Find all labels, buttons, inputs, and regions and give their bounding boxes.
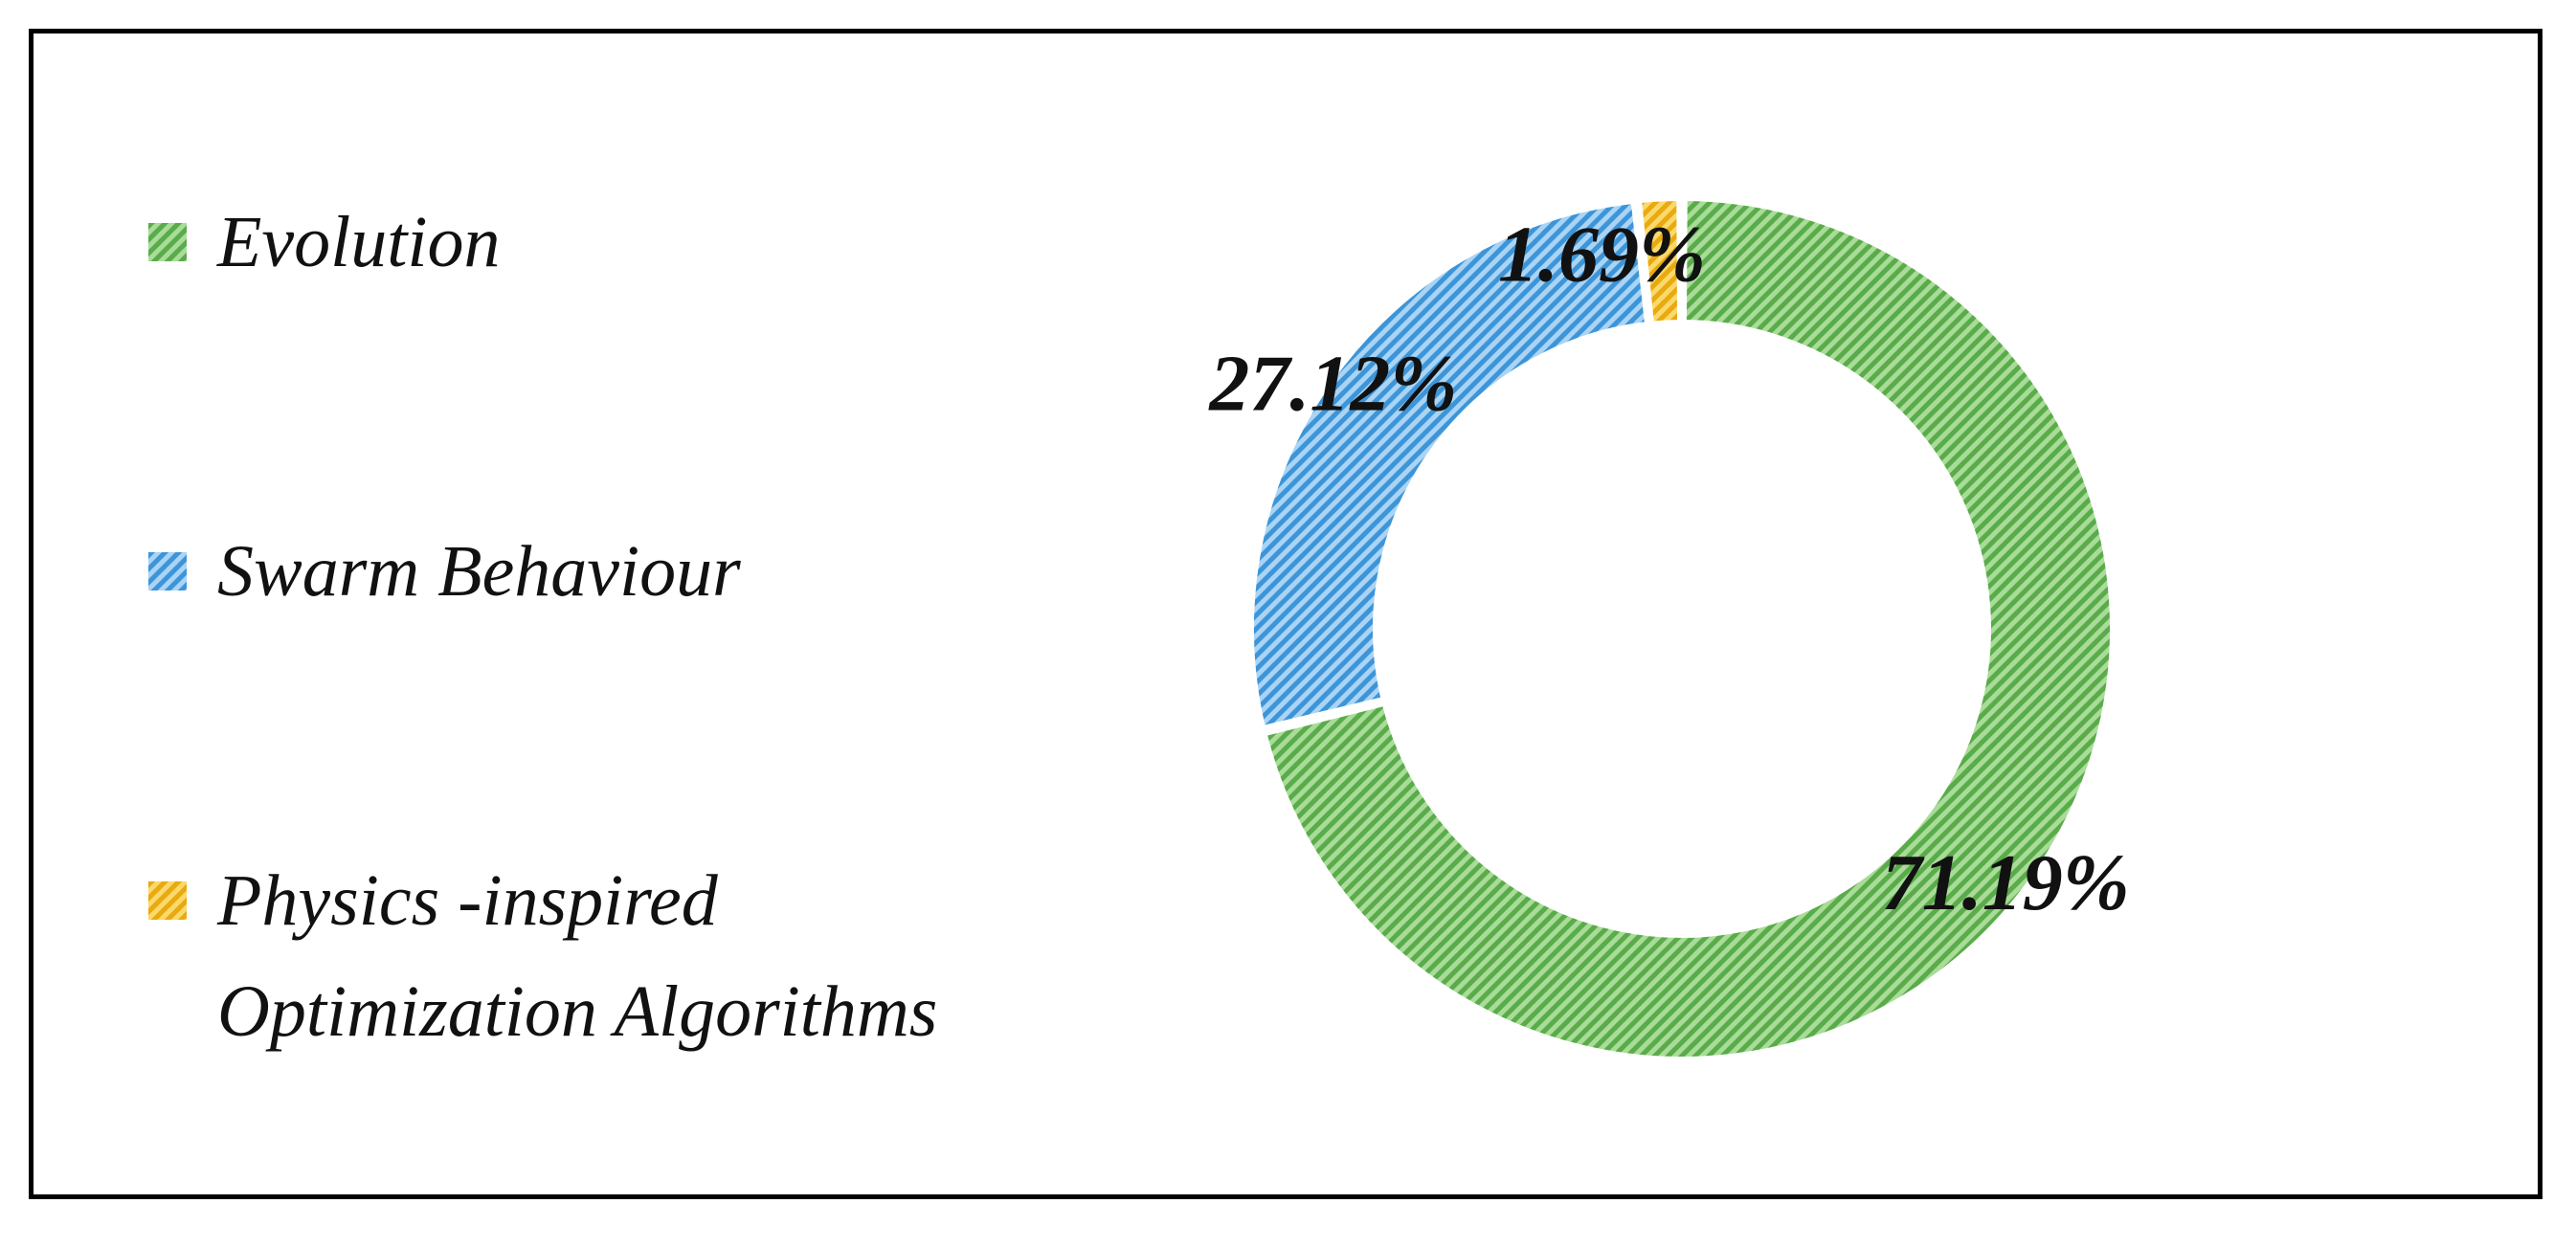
donut-slice-evolution: [1260, 194, 2116, 1062]
data-label-physics-inspired: 1.69%: [1498, 210, 1706, 299]
legend-item-physics-inspired: Physics -inspired Optimization Algorithm…: [148, 845, 937, 1067]
legend-swatch-physics-inspired: [148, 881, 187, 920]
donut-labels: 71.19% 27.12% 1.69%: [1207, 210, 2129, 927]
legend-item-evolution: Evolution: [148, 187, 501, 298]
donut-slice-physics-inspired: [1635, 194, 1684, 327]
legend-swatch-swarm-behaviour: [148, 552, 187, 591]
legend-label-swarm-behaviour: Swarm Behaviour: [217, 531, 741, 612]
legend-item-swarm-behaviour: Swarm Behaviour: [148, 516, 741, 627]
legend-swatch-evolution: [148, 223, 187, 261]
chart-legend: Evolution Swarm Behaviour Physics -inspi…: [148, 33, 1106, 1204]
donut-slice-swarm-behaviour: [1248, 197, 1651, 732]
data-label-swarm-behaviour: 27.12%: [1207, 340, 1457, 429]
data-label-evolution: 71.19%: [1882, 838, 2130, 927]
legend-label-evolution: Evolution: [217, 202, 501, 282]
donut-slices: [1248, 194, 2116, 1062]
legend-label-physics-inspired: Physics -inspired Optimization Algorithm…: [217, 860, 938, 1052]
